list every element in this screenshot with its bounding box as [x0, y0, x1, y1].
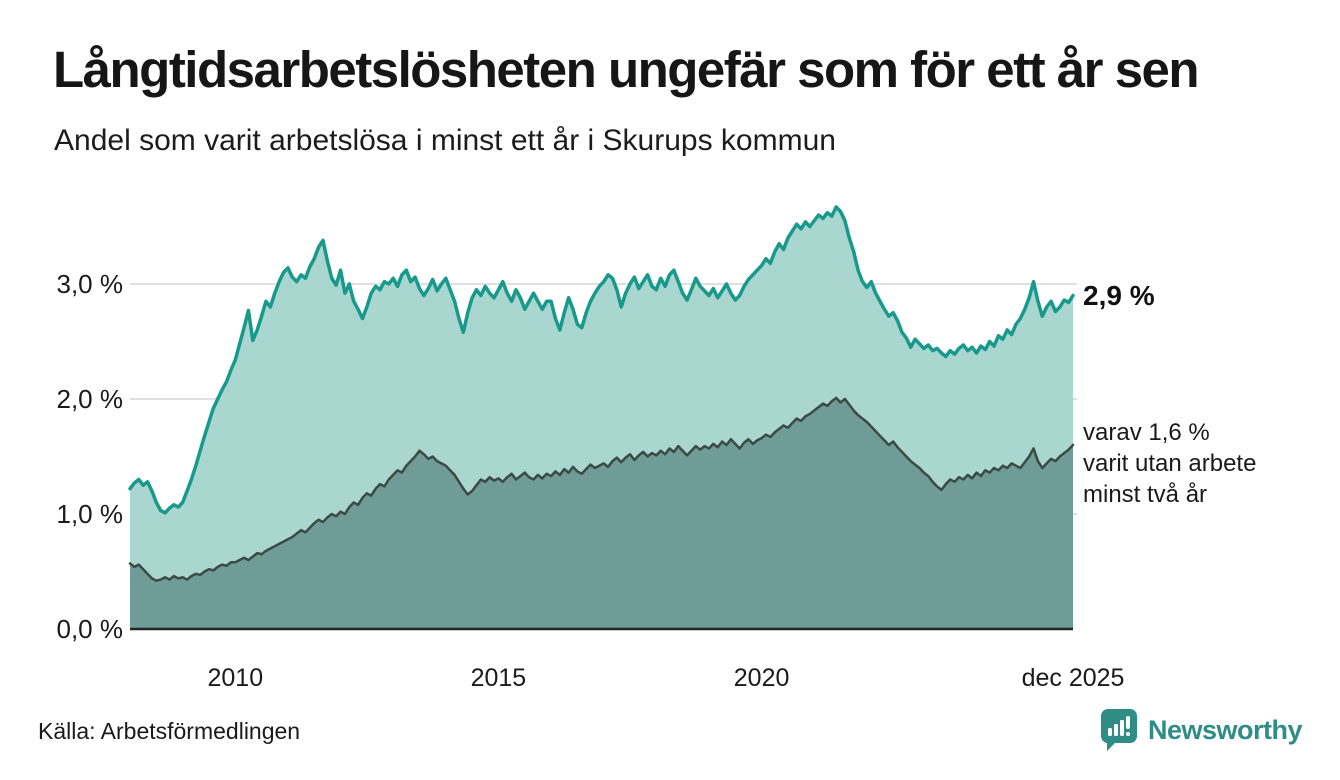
x-tick-label: 2015 — [470, 664, 527, 692]
chart-subtitle: Andel som varit arbetslösa i minst ett å… — [54, 124, 836, 157]
y-tick-label: 0,0 % — [56, 614, 124, 644]
y-tick-label: 2,0 % — [56, 384, 124, 414]
newsworthy-logo-text: Newsworthy — [1147, 714, 1303, 745]
annotation-line: minst två år — [1083, 481, 1208, 508]
annotation-line: varav 1,6 % — [1083, 419, 1210, 446]
newsworthy-logo-icon — [1100, 709, 1137, 751]
end-value-label: 2,9 % — [1083, 279, 1155, 311]
annotation-line: varit utan arbete — [1083, 450, 1257, 477]
source-label: Källa: Arbetsförmedlingen — [38, 718, 301, 744]
y-tick-label: 3,0 % — [56, 269, 124, 299]
newsworthy-logo: Newsworthy — [1100, 708, 1303, 752]
chart-title: Långtidsarbetslösheten ungefär som för e… — [53, 41, 1200, 98]
series2-annotation: varav 1,6 % varit utan arbete minst två … — [1083, 417, 1256, 510]
x-tick-label: dec 2025 — [1021, 664, 1125, 692]
y-tick-label: 1,0 % — [56, 499, 124, 529]
x-tick-label: 2020 — [733, 664, 790, 692]
x-tick-label: 2010 — [207, 664, 264, 692]
